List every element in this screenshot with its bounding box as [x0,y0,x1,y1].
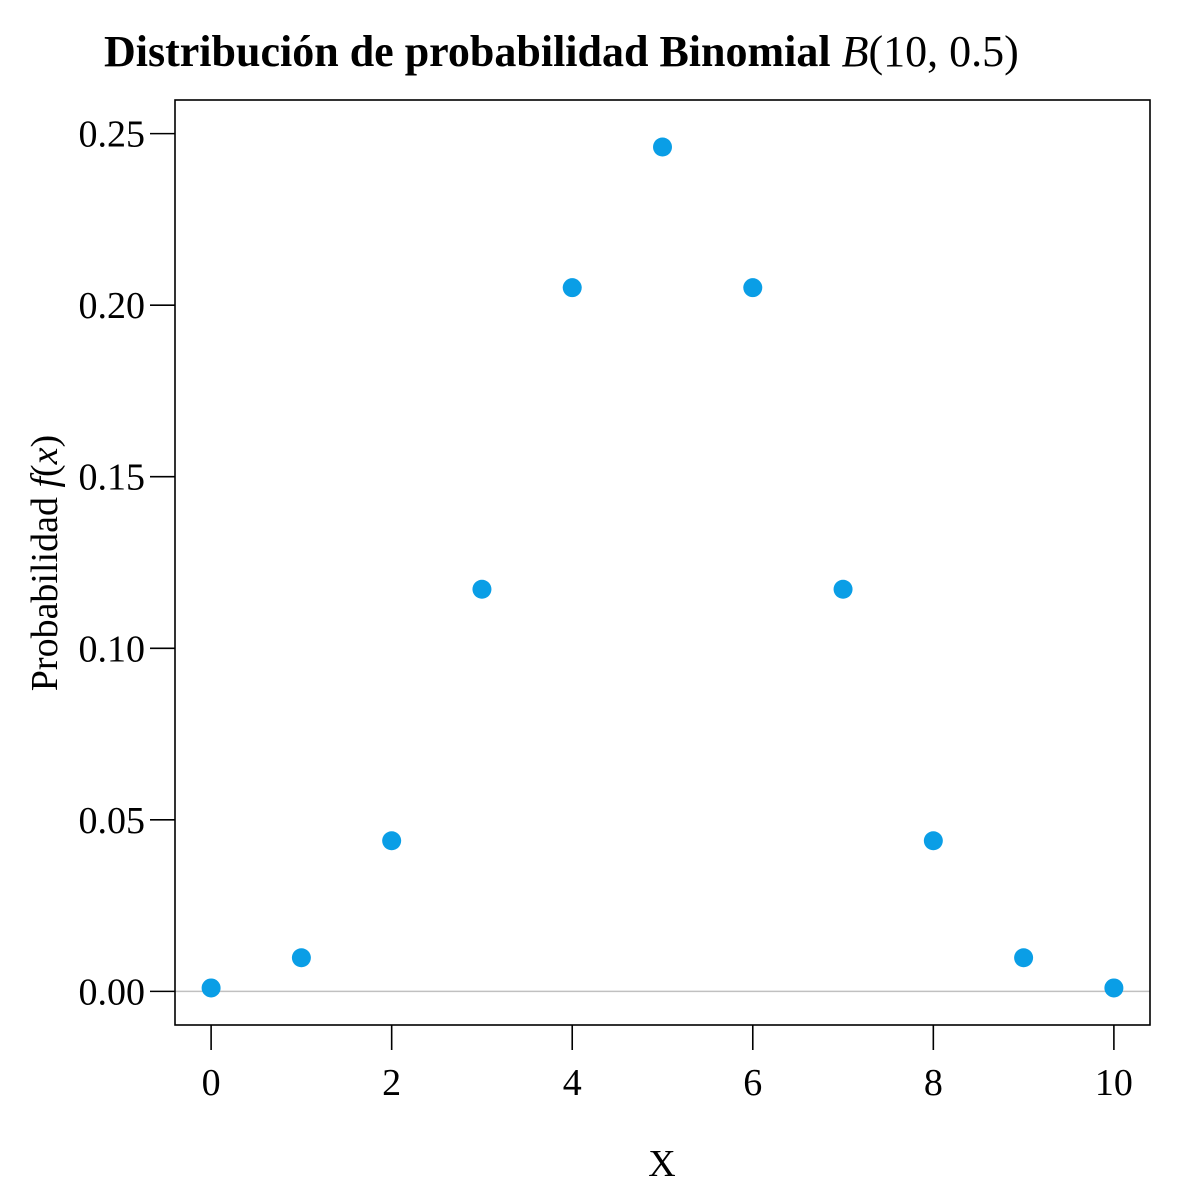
y-axis-label-close-paren: ) [24,435,66,448]
data-point [1104,978,1124,998]
data-point [562,278,582,298]
data-point [291,948,311,968]
y-axis-label-text: Probabilidad [24,497,66,691]
data-point [833,579,853,599]
y-axis: 0.00 0.05 0.10 0.15 0.20 0.25 [79,114,175,1013]
chart-title-text: Distribución de probabilidad Binomial [104,27,831,76]
x-tick-label: 0 [202,1062,221,1104]
chart-title-math-params: (10, 0.5) [869,27,1019,76]
y-tick-label: 0.20 [79,285,146,327]
data-points [201,137,1124,998]
y-axis-label-open-paren: ( [24,464,66,477]
x-tick-label: 2 [382,1062,401,1104]
y-tick-label: 0.00 [79,971,146,1013]
data-point [472,579,492,599]
y-tick-label: 0.25 [79,114,146,156]
chart-title-math-symbol: B [842,27,869,76]
y-axis-label: Probabilidad f(x) [24,435,66,691]
plot-area-frame [174,99,1151,1026]
data-point [743,278,763,298]
x-tick-label: 4 [563,1062,582,1104]
y-tick-label: 0.10 [79,628,146,670]
y-tick-label: 0.15 [79,457,146,499]
x-axis: 0 2 4 6 8 10 [202,1025,1133,1104]
data-point [923,831,943,851]
data-point [1014,948,1034,968]
x-tick-label: 10 [1095,1062,1133,1104]
y-axis-label-variable: x [24,447,66,465]
chart-title: Distribución de probabilidad Binomial B(… [104,27,1019,76]
x-tick-label: 8 [924,1062,943,1104]
data-point [201,978,221,998]
x-axis-label: X [648,1143,675,1185]
data-point [653,137,672,157]
x-tick-label: 6 [743,1062,762,1104]
y-tick-label: 0.05 [79,800,146,842]
data-point [382,831,402,851]
